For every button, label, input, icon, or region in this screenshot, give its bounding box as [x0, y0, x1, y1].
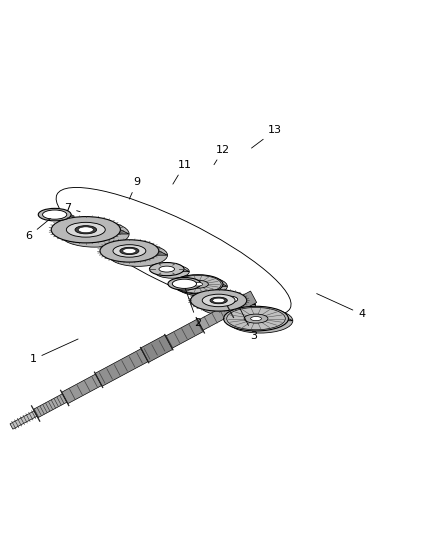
Ellipse shape — [60, 221, 129, 247]
Ellipse shape — [177, 277, 227, 296]
Ellipse shape — [172, 279, 197, 288]
Ellipse shape — [38, 208, 71, 221]
Ellipse shape — [42, 210, 67, 219]
Ellipse shape — [202, 294, 235, 306]
Ellipse shape — [223, 306, 289, 331]
Ellipse shape — [173, 274, 223, 294]
Polygon shape — [33, 394, 67, 418]
Ellipse shape — [212, 298, 225, 303]
Ellipse shape — [100, 240, 159, 262]
Ellipse shape — [159, 266, 175, 272]
Text: 2: 2 — [185, 288, 201, 328]
Ellipse shape — [199, 294, 255, 316]
Ellipse shape — [51, 216, 120, 243]
Ellipse shape — [193, 282, 203, 286]
Text: 13: 13 — [251, 125, 282, 148]
Text: 9: 9 — [129, 177, 141, 199]
Polygon shape — [149, 269, 189, 272]
Text: 3: 3 — [240, 308, 257, 341]
Ellipse shape — [75, 225, 97, 234]
Polygon shape — [66, 230, 114, 234]
Polygon shape — [226, 291, 257, 316]
Polygon shape — [95, 349, 148, 386]
Ellipse shape — [227, 308, 285, 330]
Ellipse shape — [210, 297, 227, 304]
Ellipse shape — [149, 263, 184, 276]
Ellipse shape — [109, 244, 167, 266]
Polygon shape — [168, 284, 204, 286]
Polygon shape — [62, 374, 102, 403]
Polygon shape — [198, 305, 232, 330]
Ellipse shape — [113, 245, 146, 257]
Polygon shape — [173, 284, 227, 286]
Polygon shape — [113, 251, 155, 255]
Polygon shape — [191, 301, 255, 305]
Ellipse shape — [66, 222, 105, 237]
Ellipse shape — [123, 248, 136, 254]
Text: 11: 11 — [173, 160, 191, 184]
Polygon shape — [141, 335, 173, 362]
Ellipse shape — [78, 227, 93, 232]
Ellipse shape — [217, 295, 241, 304]
Ellipse shape — [191, 290, 247, 311]
Text: 7: 7 — [64, 203, 80, 213]
Ellipse shape — [187, 280, 208, 288]
Ellipse shape — [228, 309, 293, 333]
Ellipse shape — [155, 265, 189, 278]
Polygon shape — [166, 319, 204, 348]
Polygon shape — [10, 411, 37, 429]
Text: 1: 1 — [29, 339, 78, 365]
Ellipse shape — [220, 296, 238, 303]
Text: 12: 12 — [214, 145, 230, 165]
Ellipse shape — [168, 278, 201, 290]
Polygon shape — [217, 300, 245, 301]
Polygon shape — [223, 319, 293, 321]
Text: 4: 4 — [317, 294, 365, 319]
Polygon shape — [51, 230, 129, 234]
Ellipse shape — [251, 317, 261, 321]
Polygon shape — [38, 215, 74, 216]
Text: 6: 6 — [25, 219, 50, 241]
Ellipse shape — [244, 314, 268, 323]
Polygon shape — [202, 301, 244, 305]
Ellipse shape — [120, 247, 139, 255]
Ellipse shape — [175, 276, 221, 293]
Polygon shape — [100, 251, 167, 255]
